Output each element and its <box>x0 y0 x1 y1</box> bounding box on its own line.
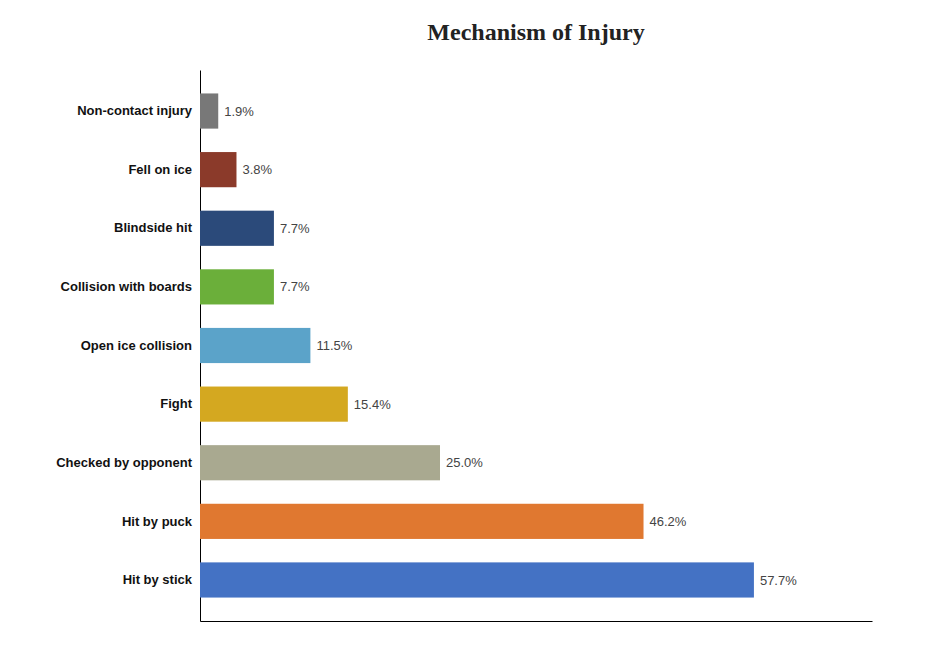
y-axis: Hit by stick Hit by puck Checked by oppone… <box>56 71 200 622</box>
data-label: 57.7% <box>760 573 797 588</box>
y-tick: Blindside hit <box>114 220 200 235</box>
x-axis <box>201 621 873 622</box>
y-tick-label: Hit by puck <box>122 514 193 529</box>
y-tick-label: Open ice collision <box>81 338 192 353</box>
data-label: 46.2% <box>650 514 687 529</box>
y-tick-label: Hit by stick <box>123 572 193 587</box>
data-label: 7.7% <box>280 221 310 236</box>
y-tick-label: Collision with boards <box>61 279 192 294</box>
data-label: 25.0% <box>446 455 483 470</box>
y-tick: Fight <box>160 396 200 411</box>
data-label: 15.4% <box>354 397 391 412</box>
bar <box>200 269 274 304</box>
y-tick-label: Fell on ice <box>128 162 192 177</box>
bar <box>200 504 644 539</box>
y-tick: Hit by stick <box>123 572 200 587</box>
data-label: 7.7% <box>280 279 310 294</box>
y-tick-label: Non-contact injury <box>77 103 193 118</box>
bar <box>200 328 310 363</box>
data-label: 3.8% <box>242 162 272 177</box>
data-label: 1.9% <box>224 104 254 119</box>
y-tick-label: Blindside hit <box>114 220 193 235</box>
bar <box>200 562 754 597</box>
plot: Hit by stick Hit by puck Checked by oppone… <box>56 71 872 622</box>
bar <box>200 93 218 128</box>
y-tick: Open ice collision <box>81 338 200 353</box>
bar <box>200 387 348 422</box>
bars <box>200 93 754 597</box>
y-tick-label: Checked by opponent <box>56 455 192 470</box>
bar <box>200 211 274 246</box>
bar <box>200 152 236 187</box>
chart: Mechanism of Injury Hit by stick Hit by pu… <box>0 0 952 651</box>
y-tick: Hit by puck <box>122 514 200 529</box>
y-tick: Checked by opponent <box>56 455 200 470</box>
y-tick: Non-contact injury <box>77 103 200 118</box>
y-tick: Fell on ice <box>128 162 200 177</box>
bar <box>200 445 440 480</box>
data-labels: 57.7% 46.2% 25.0% 15.4% 11.5% 7.7% 7.7% 3.8% 1.9… <box>224 104 797 588</box>
y-tick: Collision with boards <box>61 279 200 294</box>
y-tick-label: Fight <box>160 396 192 411</box>
title: Mechanism of Injury <box>427 19 644 45</box>
x-axis-line <box>201 621 873 622</box>
data-label: 11.5% <box>316 338 352 353</box>
